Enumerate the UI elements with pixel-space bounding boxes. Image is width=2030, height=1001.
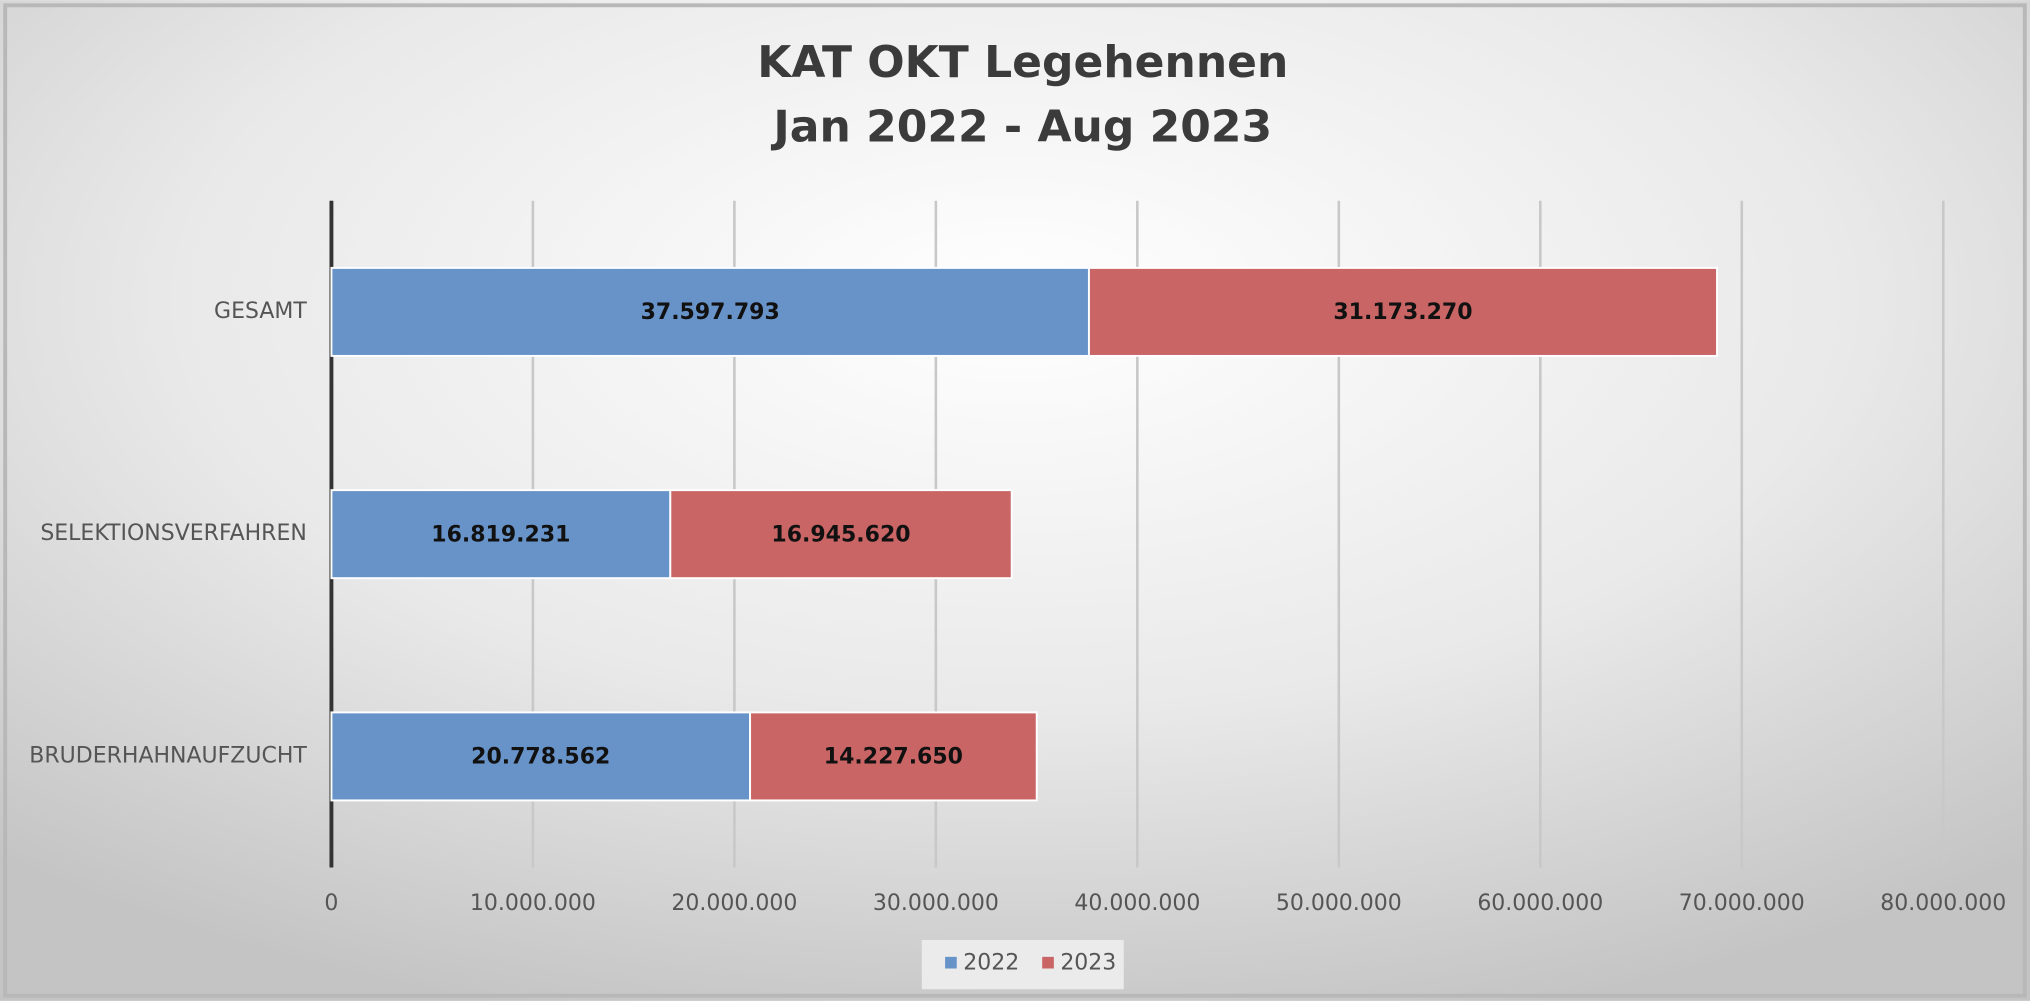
data-label: 14.227.650 — [824, 745, 963, 770]
x-tick-label: 30.000.000 — [873, 891, 999, 916]
data-label: 20.778.562 — [471, 745, 610, 770]
legend-swatch — [1042, 956, 1054, 969]
chart-subtitle: Jan 2022 - Aug 2023 — [770, 102, 1272, 153]
bar — [330, 711, 752, 802]
x-tick-label: 20.000.000 — [671, 891, 797, 916]
legend-swatch — [945, 956, 957, 969]
chart-title: KAT OKT Legehennen — [757, 37, 1288, 88]
bar — [1087, 266, 1718, 357]
bar — [669, 489, 1013, 580]
x-tick-label: 60.000.000 — [1477, 891, 1603, 916]
data-label: 31.173.270 — [1333, 300, 1472, 325]
frame — [3, 3, 2027, 998]
x-tick-label: 0 — [324, 891, 338, 916]
x-tick-label: 50.000.000 — [1276, 891, 1402, 916]
x-tick-label: 80.000.000 — [1880, 891, 2006, 916]
y-tick-label: BRUDERHAHNAUFZUCHT — [29, 743, 307, 768]
data-label: 37.597.793 — [641, 300, 780, 325]
x-tick-label: 10.000.000 — [470, 891, 596, 916]
bar — [330, 489, 672, 580]
data-label: 16.945.620 — [771, 522, 910, 547]
data-label: 16.819.231 — [431, 522, 570, 547]
legend-label: 2023 — [1060, 950, 1116, 975]
bar — [749, 711, 1038, 802]
y-tick-label: GESAMT — [214, 299, 307, 324]
bar — [330, 266, 1090, 357]
y-tick-label: SELEKTIONSVERFAHREN — [40, 521, 307, 546]
legend-label: 2022 — [963, 950, 1019, 975]
x-tick-label: 40.000.000 — [1074, 891, 1200, 916]
x-tick-label: 70.000.000 — [1679, 891, 1805, 916]
